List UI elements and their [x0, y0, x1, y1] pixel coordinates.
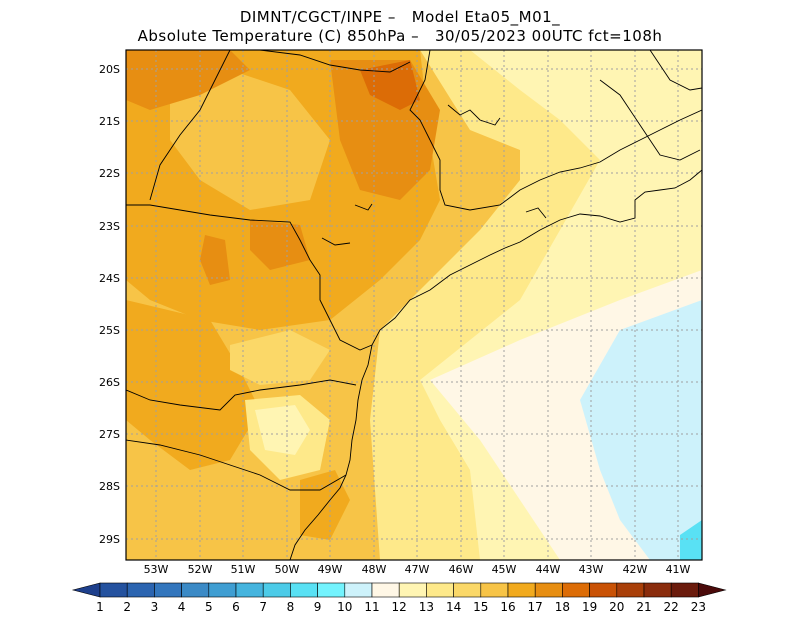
colorbar-label: 15	[473, 600, 488, 614]
colorbar-swatch	[126, 582, 155, 598]
colorbar-label: 2	[123, 600, 131, 614]
lon-label: 44W	[536, 563, 561, 576]
colorbar-label: 22	[664, 600, 679, 614]
colorbar	[71, 582, 727, 598]
lon-label: 53W	[144, 563, 169, 576]
colorbar-swatch	[344, 582, 373, 598]
lon-label: 45W	[492, 563, 517, 576]
lat-label: 28S	[99, 480, 120, 493]
colorbar-swatch	[154, 582, 182, 598]
colorbar-swatch	[534, 582, 563, 598]
lon-label: 46W	[449, 563, 474, 576]
colorbar-label: 11	[364, 600, 379, 614]
colorbar-label: 1	[96, 600, 104, 614]
colorbar-label: 3	[151, 600, 159, 614]
lon-label: 52W	[188, 563, 213, 576]
lon-label: 42W	[623, 563, 648, 576]
colorbar-label: 5	[205, 600, 213, 614]
colorbar-swatch	[317, 582, 346, 598]
lon-axis-labels: 53W 52W 51W 50W 49W 48W 47W 46W 45W 44W …	[144, 563, 691, 576]
lon-label: 51W	[231, 563, 256, 576]
lon-label: 48W	[362, 563, 387, 576]
colorbar-swatch	[290, 582, 318, 598]
colorbar-swatch	[208, 582, 237, 598]
lat-label: 26S	[99, 376, 120, 389]
colorbar-arrow-right	[698, 582, 727, 598]
colorbar-label: 8	[287, 600, 295, 614]
colorbar-label: 16	[500, 600, 515, 614]
colorbar-swatch	[562, 582, 590, 598]
lon-label: 50W	[275, 563, 300, 576]
temperature-field	[126, 50, 702, 560]
lat-label: 20S	[99, 63, 120, 76]
colorbar-label: 13	[419, 600, 434, 614]
colorbar-swatch	[643, 582, 672, 598]
colorbar-label: 6	[232, 600, 240, 614]
colorbar-swatch	[398, 582, 427, 598]
map-frame	[125, 49, 703, 561]
colorbar-label: 12	[392, 600, 407, 614]
colorbar-swatch	[480, 582, 509, 598]
colorbar-label: 10	[337, 600, 352, 614]
colorbar-label: 23	[691, 600, 706, 614]
chart-title-line-1: DIMNT/CGCT/INPE – Model Eta05_M01_	[239, 8, 561, 26]
colorbar-label: 14	[446, 600, 461, 614]
colorbar-swatch	[670, 582, 699, 598]
colorbar-label: 21	[636, 600, 651, 614]
colorbar-label: 17	[528, 600, 543, 614]
chart-title-line-2: Absolute Temperature (C) 850hPa – 30/05/…	[137, 27, 663, 45]
lat-label: 29S	[99, 533, 120, 546]
colorbar-swatch	[235, 582, 264, 598]
colorbar-swatch	[262, 582, 291, 598]
lat-axis-labels: 20S 21S 22S 23S 24S 25S 26S 27S 28S 29S	[99, 63, 120, 546]
lat-label: 25S	[99, 324, 120, 337]
colorbar-label: 20	[609, 600, 624, 614]
colorbar-label: 9	[314, 600, 322, 614]
colorbar-swatch	[181, 582, 210, 598]
lat-label: 23S	[99, 220, 120, 233]
colorbar-labels: 1 2 3 4 5 6 7 8 9 10 11 12 13 14 15 16 17 18 19 20 21 22 23	[96, 600, 706, 614]
colorbar-arrow-left	[71, 582, 101, 598]
lat-label: 22S	[99, 167, 120, 180]
lat-label: 27S	[99, 428, 120, 441]
colorbar-label: 7	[259, 600, 267, 614]
colorbar-label: 18	[555, 600, 570, 614]
lon-label: 47W	[405, 563, 430, 576]
colorbar-swatch	[589, 582, 618, 598]
lat-label: 21S	[99, 115, 120, 128]
colorbar-swatch	[453, 582, 482, 598]
lon-label: 41W	[666, 563, 691, 576]
lat-label: 24S	[99, 272, 120, 285]
graticule	[126, 50, 702, 560]
lon-label: 49W	[318, 563, 343, 576]
colorbar-label: 19	[582, 600, 597, 614]
colorbar-label: 4	[178, 600, 186, 614]
coastline-borders	[126, 50, 702, 560]
colorbar-swatch	[507, 582, 536, 598]
lon-label: 43W	[579, 563, 604, 576]
colorbar-swatch	[99, 582, 128, 598]
colorbar-swatch	[371, 582, 400, 598]
colorbar-swatch	[616, 582, 645, 598]
colorbar-swatch	[426, 582, 454, 598]
